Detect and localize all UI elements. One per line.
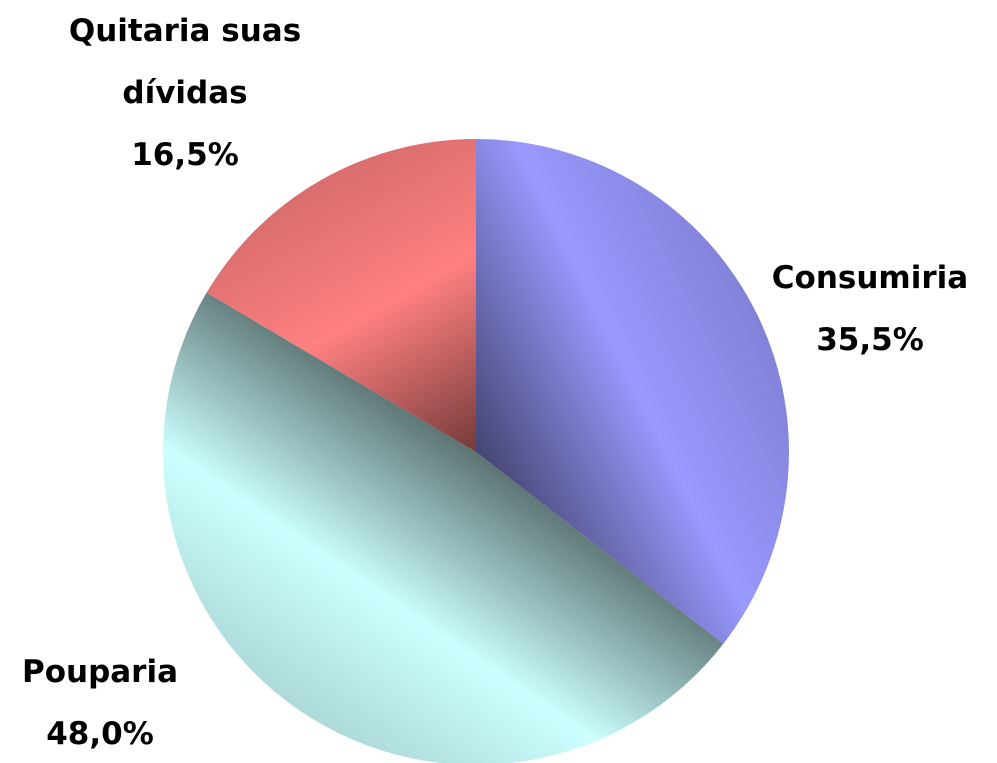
slice-label: Quitaria suas dívidas 16,5% <box>35 0 335 186</box>
category-label: Consumiria <box>771 260 969 296</box>
pie-slice <box>206 139 476 452</box>
slice-label: Consumiria 35,5% <box>740 247 997 371</box>
category-label: Pouparia <box>21 654 179 690</box>
value-label: 35,5% <box>816 322 924 358</box>
pie-slice <box>163 292 724 763</box>
value-label: 16,5% <box>131 137 239 173</box>
value-label: 48,0% <box>46 716 154 752</box>
pie-slice <box>476 139 789 644</box>
category-label: Quitaria suas dívidas <box>68 13 302 111</box>
slice-label: Pouparia 48,0% <box>0 641 230 763</box>
